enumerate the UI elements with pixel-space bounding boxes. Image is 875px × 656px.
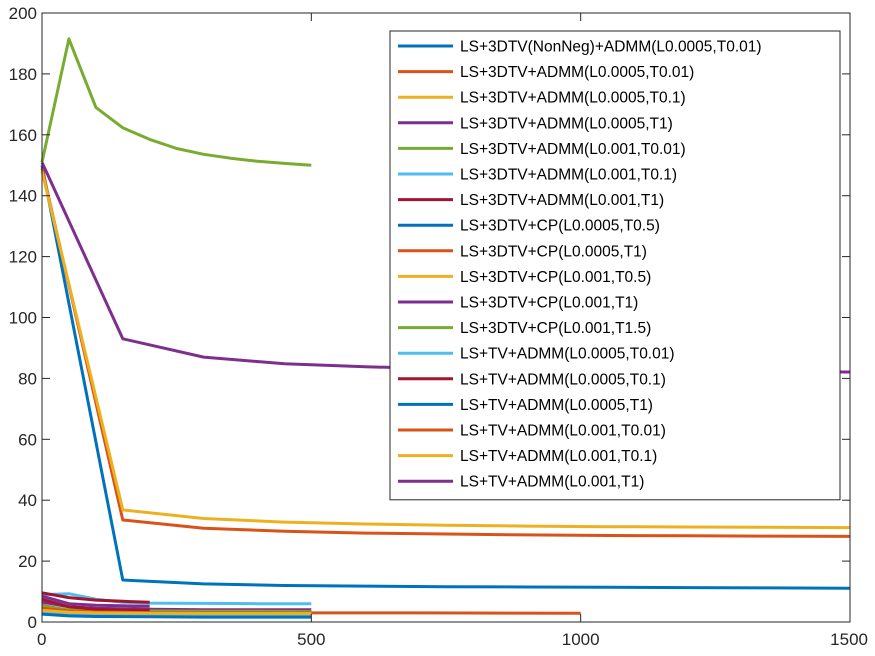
x-tick-label: 500 [297, 630, 325, 649]
legend-label-18: LS+TV+ADMM(L0.001,T1) [460, 474, 644, 491]
series-line-17 [41, 608, 312, 615]
y-tick-label: 60 [18, 430, 37, 449]
legend-label-17: LS+TV+ADMM(L0.001,T0.1) [460, 448, 657, 465]
legend: LS+3DTV(NonNeg)+ADMM(L0.0005,T0.01) LS+3D… [389, 30, 841, 501]
y-tick-label: 180 [9, 65, 37, 84]
series-line-14 [41, 597, 150, 612]
y-tick-label: 200 [9, 4, 37, 23]
legend-label-5: LS+3DTV+ADMM(L0.001,T0.01) [460, 141, 686, 158]
y-tick-label: 120 [9, 248, 37, 267]
y-tick-label: 140 [9, 187, 37, 206]
legend-label-2: LS+3DTV+ADMM(L0.0005,T0.01) [460, 64, 694, 81]
legend-label-9: LS+3DTV+CP(L0.0005,T1) [460, 243, 647, 260]
y-tick-label: 20 [18, 552, 37, 571]
legend-label-10: LS+3DTV+CP(L0.001,T0.5) [460, 269, 651, 286]
series-line-18 [41, 594, 150, 608]
series-line-2 [40, 167, 851, 538]
legend-label-13: LS+TV+ADMM(L0.0005,T0.01) [460, 346, 675, 363]
series-line-15 [41, 612, 312, 619]
legend-label-6: LS+3DTV+ADMM(L0.001,T0.1) [460, 167, 677, 184]
series-layer [40, 37, 851, 619]
axes-layer: 0 20 40 60 80 100 120 140 160 180 200 0 500 1000 1500 [9, 4, 868, 649]
legend-label-7: LS+3DTV+ADMM(L0.001,T1) [460, 192, 664, 209]
x-tick-label: 1000 [562, 630, 600, 649]
series-line-3 [40, 170, 851, 530]
y-tick-label: 80 [18, 369, 37, 388]
series-line-1 [40, 165, 851, 590]
legend-label-14: LS+TV+ADMM(L0.0005,T0.1) [460, 371, 666, 388]
legend-label-1: LS+3DTV(NonNeg)+ADMM(L0.0005,T0.01) [460, 39, 762, 56]
x-tick-label: 0 [37, 630, 46, 649]
x-tick-label: 1500 [830, 630, 868, 649]
legend-label-15: LS+TV+ADMM(L0.0005,T1) [460, 397, 653, 414]
y-tick-label: 0 [28, 613, 37, 632]
legend-label-8: LS+3DTV+CP(L0.0005,T0.5) [460, 218, 660, 235]
legend-label-3: LS+3DTV+ADMM(L0.0005,T0.1) [460, 90, 686, 107]
legend-label-16: LS+TV+ADMM(L0.001,T0.01) [460, 423, 666, 440]
y-tick-label: 160 [9, 126, 37, 145]
legend-label-11: LS+3DTV+CP(L0.001,T1) [460, 295, 638, 312]
series-line-5 [40, 37, 312, 167]
legend-label-4: LS+3DTV+ADMM(L0.0005,T1) [460, 115, 673, 132]
legend-box [389, 30, 841, 501]
y-tick-label: 40 [18, 491, 37, 510]
y-tick-label: 100 [9, 309, 37, 328]
series-line-7 [41, 591, 150, 604]
legend-label-12: LS+3DTV+CP(L0.001,T1.5) [460, 320, 651, 337]
